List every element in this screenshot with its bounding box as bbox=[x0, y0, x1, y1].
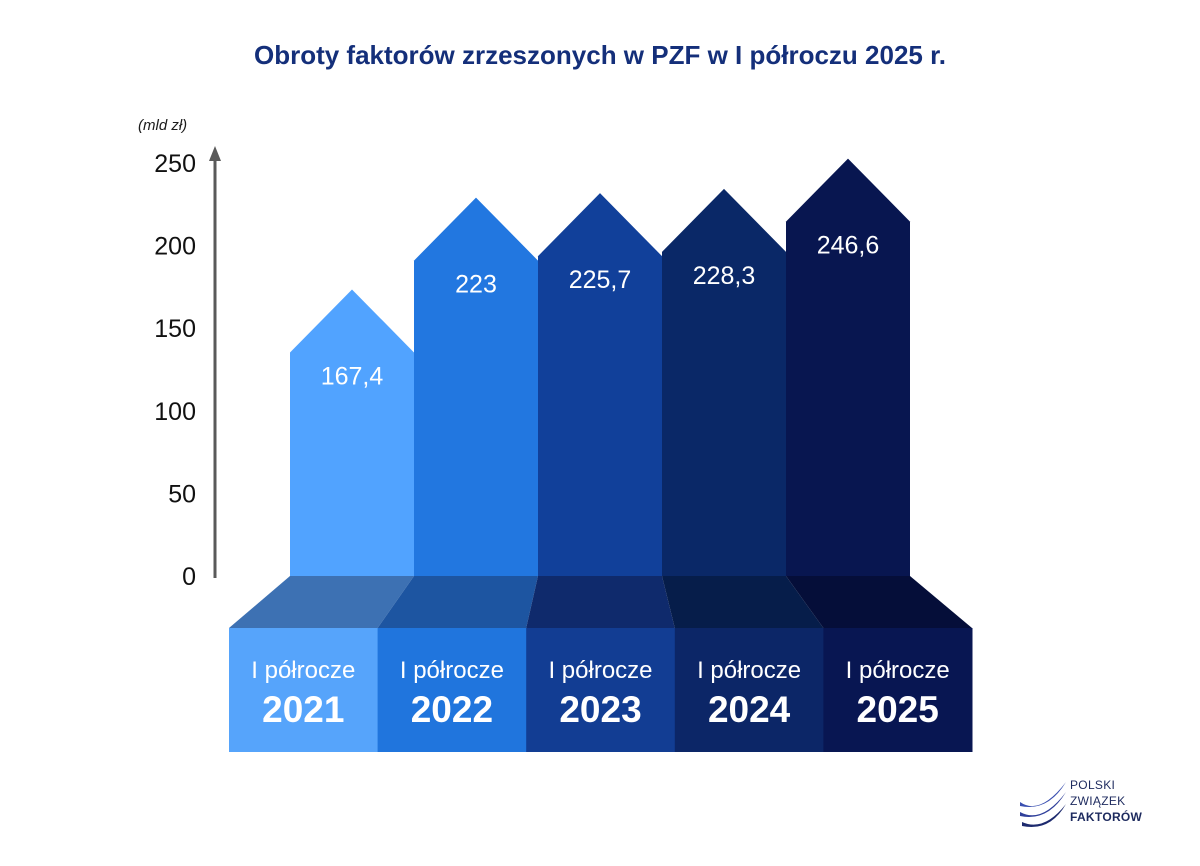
category-base-front bbox=[823, 628, 973, 752]
category-base-top bbox=[662, 576, 824, 628]
category-label-line2: 2022 bbox=[411, 689, 493, 730]
category-label-line1: I półrocze bbox=[251, 657, 355, 684]
y-axis: 0 50 100 150 200 250 bbox=[154, 146, 221, 591]
bars: 167,4 223 225,7 228,3 246,6 bbox=[290, 158, 910, 577]
category-bases: I półrocze 2021 I półrocze 2022 I półrocze 20… bbox=[229, 576, 973, 752]
logo-text-line1: POLSKI bbox=[1070, 778, 1116, 792]
bar bbox=[414, 197, 538, 576]
bar bbox=[662, 188, 786, 577]
logo-text-line2: ZWIĄZEK bbox=[1070, 794, 1126, 808]
category-label-line1: I półrocze bbox=[846, 657, 950, 684]
category-base-top bbox=[377, 576, 538, 628]
y-axis-arrow-icon bbox=[209, 146, 221, 161]
category-label-line2: 2025 bbox=[857, 689, 939, 730]
y-tick-label: 150 bbox=[154, 315, 196, 343]
pzf-logo: POLSKI ZWIĄZEK FAKTORÓW bbox=[1018, 776, 1168, 836]
y-tick-label: 200 bbox=[154, 233, 196, 261]
bar-value-label: 223 bbox=[455, 271, 497, 299]
category-label-line1: I półrocze bbox=[548, 657, 652, 684]
category-label-line1: I półrocze bbox=[400, 657, 504, 684]
category-base-top bbox=[526, 576, 675, 628]
bar bbox=[538, 193, 662, 576]
category-base-top bbox=[786, 576, 972, 628]
bar bbox=[786, 158, 910, 576]
y-tick-label: 250 bbox=[154, 150, 196, 178]
y-tick-label: 50 bbox=[168, 480, 196, 508]
category-label-line2: 2023 bbox=[559, 689, 641, 730]
category-base-front bbox=[229, 628, 379, 752]
category-label-line2: 2021 bbox=[262, 689, 344, 730]
bar-value-label: 167,4 bbox=[321, 362, 384, 390]
category-base-front bbox=[526, 628, 676, 752]
bar-value-label: 228,3 bbox=[693, 262, 756, 290]
y-tick-label: 0 bbox=[182, 563, 196, 591]
category-base-front bbox=[377, 628, 527, 752]
bar-value-label: 246,6 bbox=[817, 232, 880, 260]
y-tick-label: 100 bbox=[154, 398, 196, 426]
bar bbox=[290, 289, 414, 576]
logo-swoosh-icon bbox=[1020, 782, 1066, 828]
category-label-line2: 2024 bbox=[708, 689, 791, 730]
category-label-line1: I półrocze bbox=[697, 657, 801, 684]
bar-value-label: 225,7 bbox=[569, 266, 632, 294]
y-axis-unit-label: (mld zł) bbox=[138, 117, 188, 134]
chart-title: Obroty faktorów zrzeszonych w PZF w I pó… bbox=[253, 40, 947, 70]
category-base-top bbox=[229, 576, 414, 628]
logo-text-line3: FAKTORÓW bbox=[1070, 810, 1143, 824]
category-base-front bbox=[674, 628, 824, 752]
